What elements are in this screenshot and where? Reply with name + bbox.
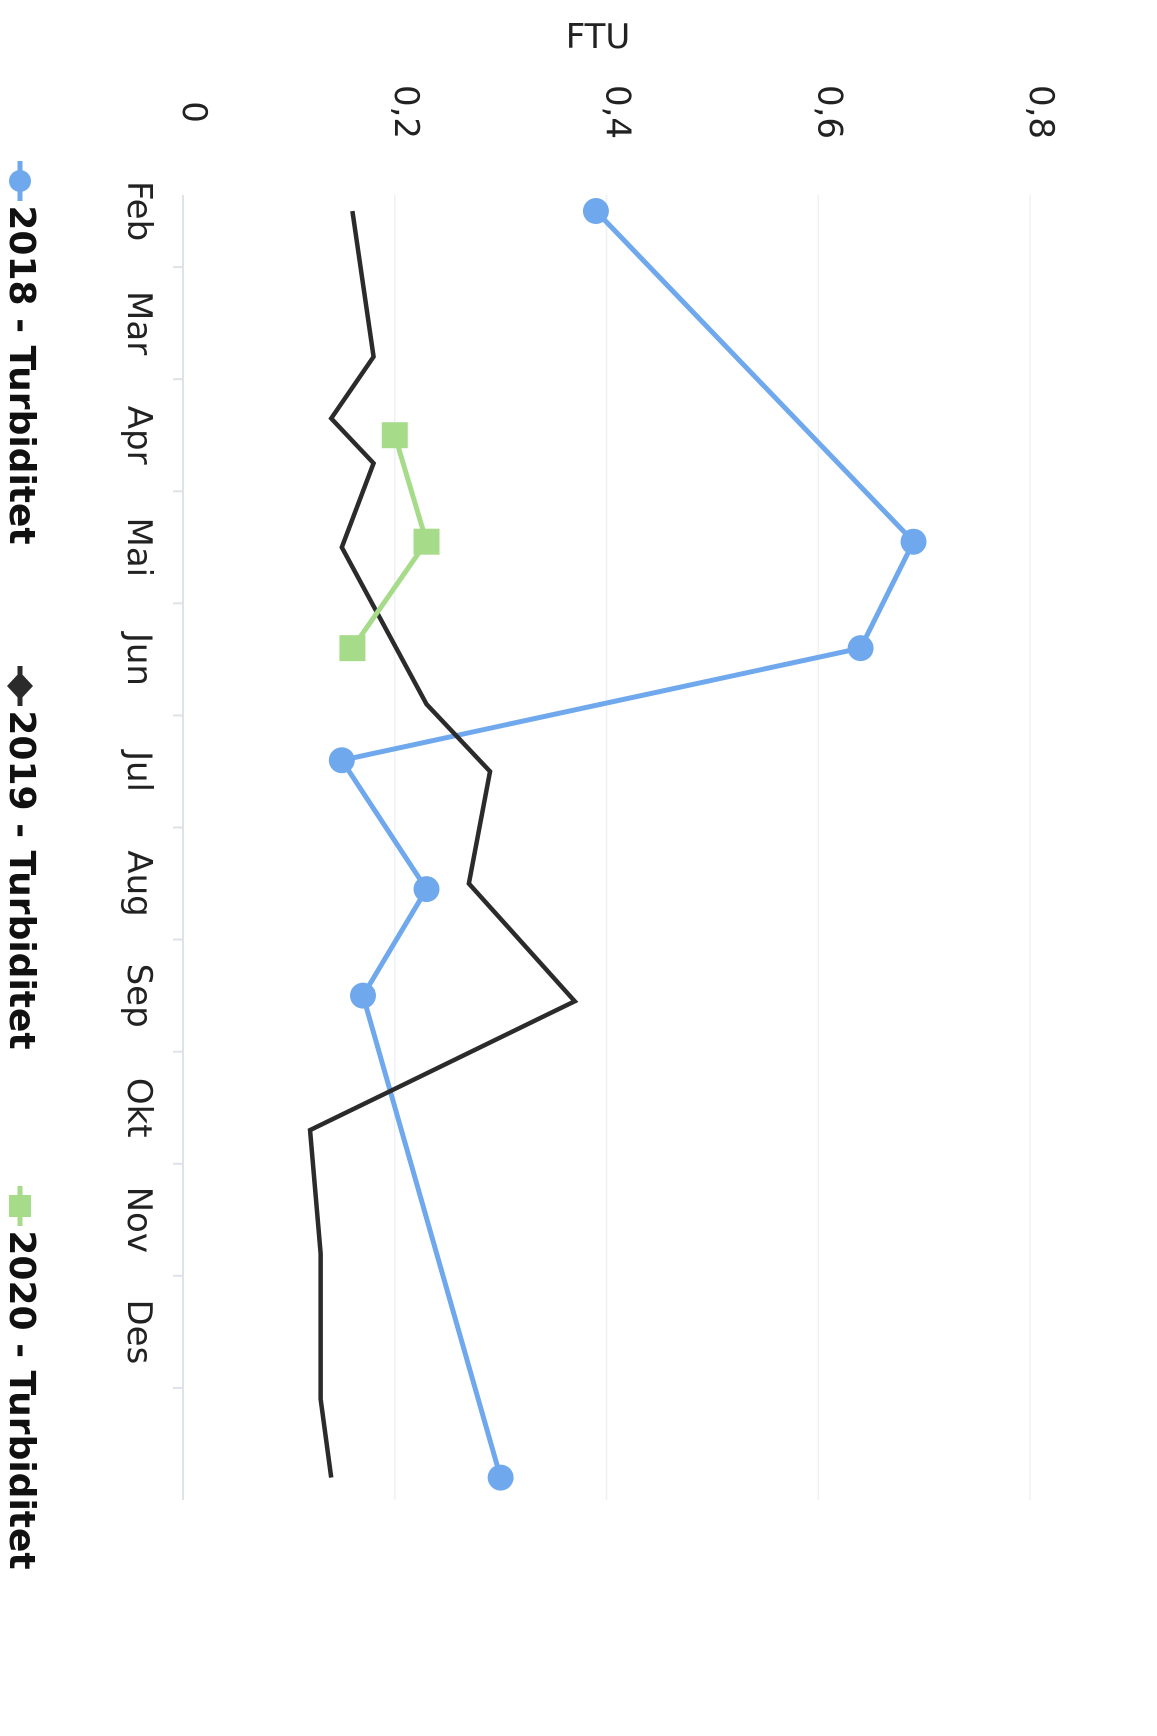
data-point (339, 635, 366, 662)
data-point (847, 635, 874, 662)
x-tick-label: Jul (119, 749, 159, 792)
x-tick-label: Aug (119, 850, 159, 916)
legend-label: 2019 - Turbiditet (1, 710, 42, 1049)
y-axis-ticks: 0 0,2 0,4 0,6 0,8 (174, 85, 1061, 139)
data-point (381, 422, 408, 449)
x-tick-label: Nov (119, 1187, 159, 1253)
data-point (349, 982, 376, 1009)
legend-item[interactable]: 2020 - Turbiditet (1, 1186, 42, 1570)
x-axis-ticks: Feb Mar Apr Mai Jun Jul Aug Sep Okt Nov Des (119, 181, 159, 1364)
data-point (900, 528, 927, 555)
legend[interactable]: 2018 - Turbiditet 2019 - Turbiditet 2020 -… (1, 161, 42, 1570)
grid-layer (173, 195, 1031, 1500)
x-tick-label: Okt (119, 1078, 159, 1138)
legend-marker (7, 672, 33, 700)
y-axis-label: FTU (566, 17, 631, 57)
x-tick-label: Des (119, 1299, 159, 1364)
data-point (413, 876, 440, 903)
legend-label: 2018 - Turbiditet (1, 205, 42, 544)
series-line (337, 209, 917, 1479)
x-tick-label: Feb (119, 181, 159, 241)
series-layer (307, 198, 927, 1491)
y-tick-label: 0,6 (809, 85, 849, 139)
data-point (487, 1464, 514, 1491)
x-tick-label: Mar (119, 291, 159, 355)
series-line (307, 210, 579, 1478)
x-tick-label: Apr (119, 406, 159, 465)
legend-marker (9, 1195, 31, 1217)
data-point (413, 528, 440, 555)
data-point (328, 747, 355, 774)
y-tick-label: 0,8 (1021, 85, 1061, 139)
x-tick-label: Jun (119, 631, 159, 686)
y-tick-label: 0,4 (598, 85, 638, 139)
x-tick-label: Mai (119, 517, 159, 577)
legend-label: 2020 - Turbiditet (1, 1230, 42, 1569)
legend-marker (9, 170, 31, 192)
y-tick-label: 0 (174, 101, 214, 123)
y-tick-label: 0,2 (386, 85, 426, 139)
data-point (582, 198, 609, 225)
x-tick-label: Sep (119, 964, 159, 1028)
legend-item[interactable]: 2018 - Turbiditet (1, 161, 42, 545)
legend-item[interactable]: 2019 - Turbiditet (1, 666, 42, 1050)
